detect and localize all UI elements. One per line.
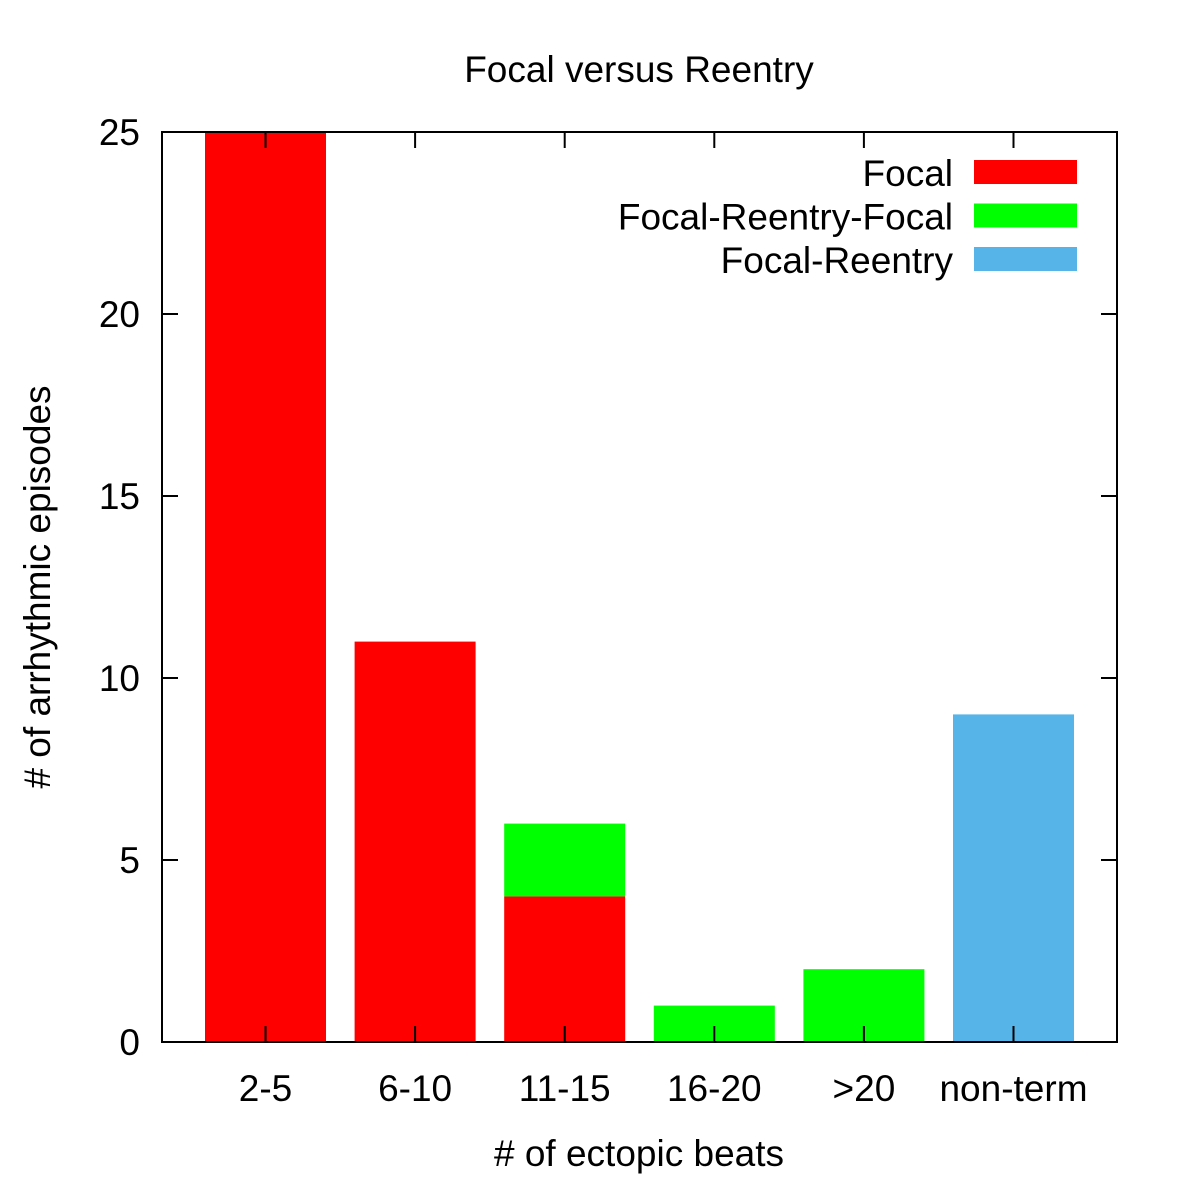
x-tick-label: non-term (939, 1068, 1087, 1109)
chart-title: Focal versus Reentry (464, 49, 814, 90)
plot-frame (161, 131, 1118, 1043)
legend-swatch (974, 160, 1077, 184)
bar-non-term-focal-reentry (953, 714, 1074, 1042)
legend-swatch (974, 203, 1077, 228)
x-tick-label: 2-5 (239, 1068, 292, 1109)
y-tick-label: 10 (99, 658, 140, 699)
bar-11-15-focal (504, 896, 626, 1042)
y-tick-label: 25 (99, 112, 140, 153)
bar-11-15-focal-reentry-focal (504, 823, 626, 897)
ticks-layer: 0 5 10 15 20 25 2-5 6-10 11-15 16-20 >20 non-term (99, 112, 1117, 1109)
x-tick-label: 6-10 (378, 1068, 452, 1109)
legend-label: Focal-Reentry-Focal (618, 197, 953, 238)
legend-label: Focal-Reentry (721, 240, 954, 281)
bars-layer (205, 132, 1074, 1042)
x-tick-label: 16-20 (667, 1068, 762, 1109)
x-axis-label: # of ectopic beats (494, 1133, 784, 1174)
y-tick-label: 20 (99, 294, 140, 335)
bar-2-5-focal (205, 132, 326, 1042)
y-axis-label: # of arrhythmic episodes (17, 385, 58, 788)
legend-label: Focal (863, 153, 953, 194)
y-tick-label: 5 (119, 840, 140, 881)
bar-6-10-focal (354, 641, 476, 1042)
x-tick-label: 11-15 (519, 1068, 611, 1109)
y-tick-label: 15 (99, 476, 140, 517)
y-tick-label: 0 (119, 1022, 140, 1063)
legend-swatch (974, 247, 1077, 271)
x-tick-label: >20 (833, 1068, 896, 1109)
